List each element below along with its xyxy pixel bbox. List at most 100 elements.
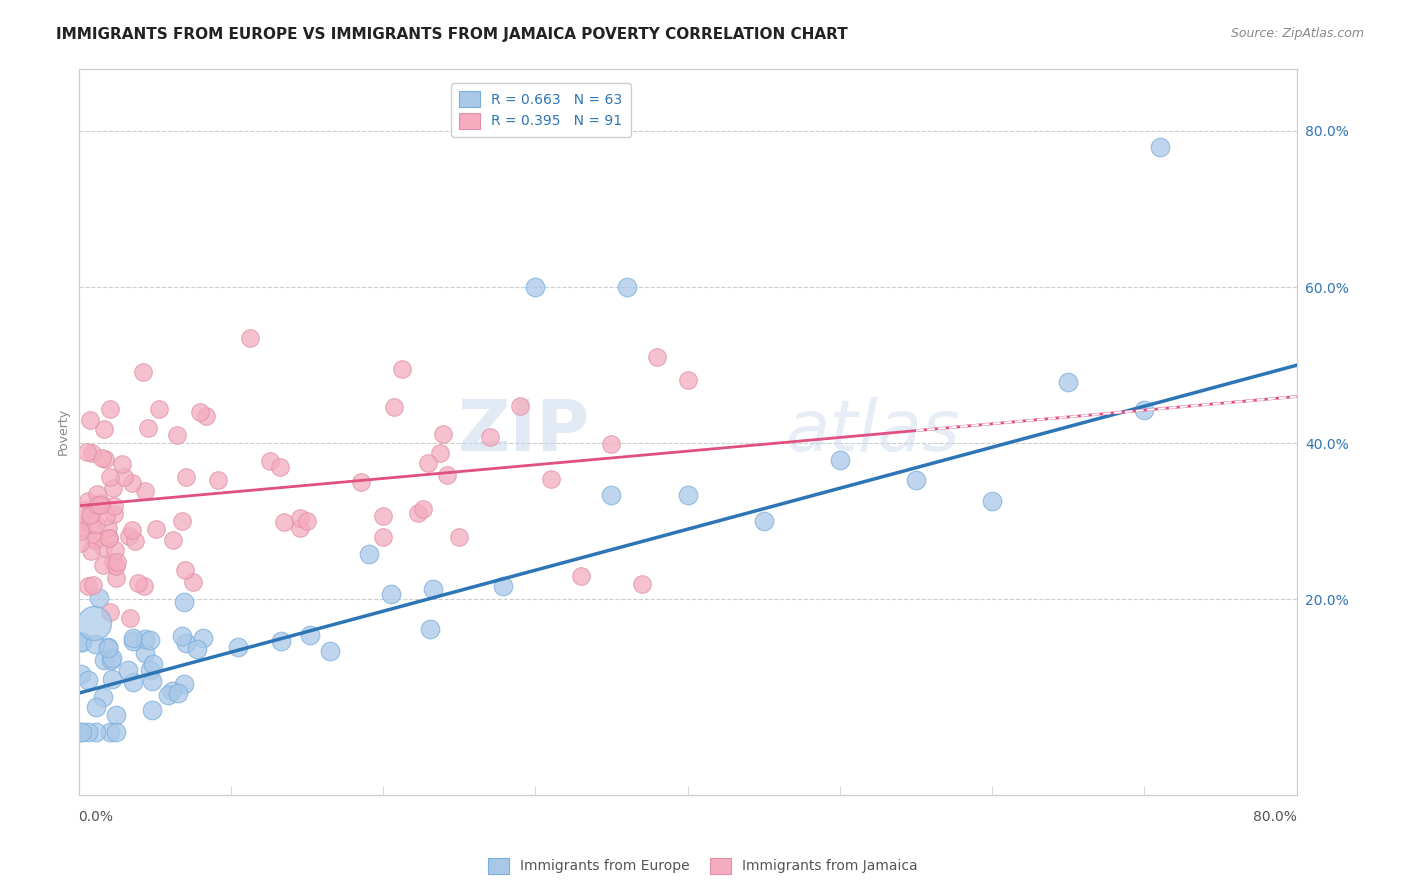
Point xyxy=(134,579,156,593)
Point xyxy=(122,675,145,690)
Point xyxy=(173,677,195,691)
Point xyxy=(981,493,1004,508)
Point xyxy=(98,724,121,739)
Point xyxy=(98,402,121,417)
Point xyxy=(645,351,668,365)
Y-axis label: Poverty: Poverty xyxy=(58,408,70,455)
Point xyxy=(72,635,94,649)
Point xyxy=(174,470,197,484)
Point xyxy=(86,533,108,547)
Point xyxy=(132,365,155,379)
Point xyxy=(167,686,190,700)
Point xyxy=(98,531,121,545)
Point xyxy=(83,615,105,630)
Point xyxy=(79,516,101,531)
Point xyxy=(121,523,143,537)
Point xyxy=(162,683,184,698)
Point xyxy=(183,574,205,589)
Point xyxy=(84,637,107,651)
Text: IMMIGRANTS FROM EUROPE VS IMMIGRANTS FROM JAMAICA POVERTY CORRELATION CHART: IMMIGRANTS FROM EUROPE VS IMMIGRANTS FRO… xyxy=(56,27,848,42)
Point xyxy=(72,521,94,535)
Point xyxy=(121,634,143,648)
Point xyxy=(97,521,120,535)
Point xyxy=(84,725,107,739)
Point xyxy=(91,690,114,705)
Point xyxy=(103,508,125,522)
Point xyxy=(207,473,229,487)
Point xyxy=(105,555,128,569)
Point xyxy=(631,577,654,591)
Point xyxy=(110,457,132,471)
Point xyxy=(82,578,104,592)
Point xyxy=(195,409,218,423)
Point xyxy=(69,667,91,681)
Point xyxy=(166,428,188,442)
Point xyxy=(91,540,114,554)
Point xyxy=(600,437,623,451)
Point xyxy=(259,454,281,468)
Legend: R = 0.663   N = 63, R = 0.395   N = 91: R = 0.663 N = 63, R = 0.395 N = 91 xyxy=(451,83,631,137)
Point xyxy=(422,582,444,596)
Point xyxy=(69,635,91,649)
Point xyxy=(432,427,454,442)
Point xyxy=(436,467,458,482)
Point xyxy=(145,522,167,536)
Point xyxy=(70,725,93,739)
Point xyxy=(492,579,515,593)
Point xyxy=(138,632,160,647)
Point xyxy=(273,515,295,529)
Point xyxy=(676,488,699,502)
Point xyxy=(84,699,107,714)
Point xyxy=(349,475,371,489)
Point xyxy=(79,508,101,522)
Point xyxy=(76,494,98,508)
Point xyxy=(162,533,184,547)
Point xyxy=(828,452,851,467)
Point xyxy=(79,413,101,427)
Point xyxy=(524,280,547,294)
Point xyxy=(94,451,117,466)
Point xyxy=(188,405,211,419)
Point xyxy=(105,571,128,585)
Point xyxy=(77,673,100,688)
Point xyxy=(170,629,193,643)
Point xyxy=(371,509,394,524)
Point xyxy=(174,563,197,577)
Point xyxy=(98,605,121,619)
Point xyxy=(124,534,146,549)
Point xyxy=(295,515,318,529)
Point xyxy=(80,507,103,521)
Text: ZIP: ZIP xyxy=(458,397,591,467)
Point xyxy=(509,399,531,413)
Point xyxy=(122,631,145,645)
Point xyxy=(72,503,94,517)
Point xyxy=(239,331,262,345)
Point xyxy=(120,611,142,625)
Point xyxy=(104,558,127,573)
Text: Source: ZipAtlas.com: Source: ZipAtlas.com xyxy=(1230,27,1364,40)
Text: atlas: atlas xyxy=(785,397,960,467)
Point xyxy=(105,725,128,739)
Point xyxy=(141,703,163,717)
Point xyxy=(91,451,114,466)
Point xyxy=(112,470,135,484)
Point xyxy=(357,547,380,561)
Point xyxy=(269,459,291,474)
Point xyxy=(86,498,108,512)
Point xyxy=(270,634,292,648)
Point xyxy=(540,472,562,486)
Point xyxy=(1057,375,1080,389)
Point xyxy=(134,646,156,660)
Point xyxy=(103,555,125,569)
Point xyxy=(103,499,125,513)
Point xyxy=(121,475,143,490)
Point xyxy=(87,591,110,605)
Point xyxy=(127,576,149,591)
Legend: Immigrants from Europe, Immigrants from Jamaica: Immigrants from Europe, Immigrants from … xyxy=(481,851,925,880)
Point xyxy=(97,531,120,545)
Point xyxy=(616,280,638,294)
Point xyxy=(290,521,312,535)
Point xyxy=(76,445,98,459)
Point xyxy=(298,628,321,642)
Point xyxy=(103,481,125,495)
